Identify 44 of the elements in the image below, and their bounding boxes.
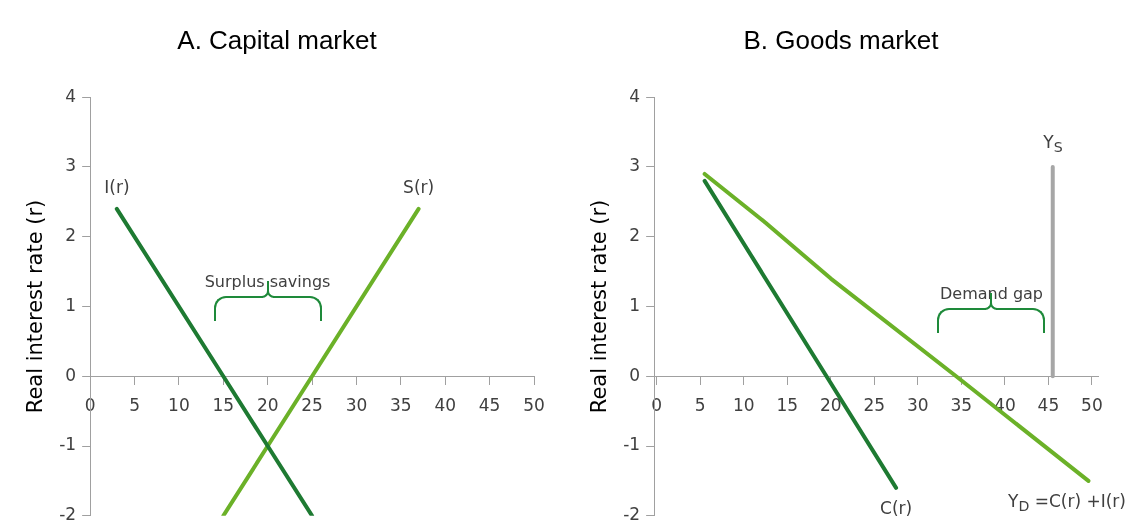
series-label: Y$_{D}$ =C(r) +I(r)	[1008, 490, 1126, 515]
y-tick-label: 1	[629, 294, 641, 315]
series-label: Y$_{S}$	[1043, 131, 1063, 156]
x-tick-label: 15	[776, 394, 799, 415]
y-axis-title: Real interest rate (r)	[23, 199, 48, 414]
chart-title: A. Capital market	[177, 24, 378, 55]
x-tick-label: 50	[1081, 394, 1103, 415]
x-tick-label: 30	[907, 394, 929, 415]
x-tick-label: 20	[820, 394, 842, 415]
y-tick-label: -2	[623, 504, 641, 525]
x-tick-label: 25	[301, 394, 323, 415]
x-tick-label: 40	[434, 394, 457, 415]
y-tick-label: 4	[65, 85, 77, 106]
y-tick-label: 3	[65, 155, 77, 176]
series-label: C(r)	[880, 497, 913, 518]
series-label: I(r)	[104, 176, 130, 197]
x-tick-label: 25	[863, 394, 886, 415]
x-tick-label: 15	[212, 394, 235, 415]
x-tick-label: 35	[950, 394, 973, 415]
y-tick-label: 2	[629, 225, 641, 246]
x-tick-label: 45	[478, 394, 501, 415]
y-tick-label: -1	[59, 434, 77, 455]
chart-title: B. Goods market	[743, 24, 940, 55]
x-tick-label: 10	[168, 394, 190, 415]
y-tick-label: 0	[629, 364, 641, 385]
x-tick-label: 35	[390, 394, 412, 415]
x-tick-label: 5	[694, 394, 706, 415]
y-tick-label: 0	[65, 364, 77, 385]
y-tick-label: -2	[59, 504, 77, 525]
annotation: Demand gap	[939, 284, 1044, 304]
x-tick-label: 20	[256, 394, 279, 415]
y-tick-label: 1	[65, 294, 77, 315]
x-tick-label: 30	[345, 394, 368, 415]
y-tick-label: 3	[629, 155, 641, 176]
y-axis-title: Real interest rate (r)	[587, 199, 612, 414]
y-tick-label: 4	[629, 85, 641, 106]
annotation: Surplus savings	[204, 271, 331, 291]
series-label: S(r)	[403, 176, 435, 197]
x-tick-label: 45	[1037, 394, 1060, 415]
x-tick-label: 50	[523, 394, 545, 415]
y-tick-label: 2	[65, 225, 77, 246]
x-tick-label: 10	[732, 394, 755, 415]
y-tick-label: -1	[623, 434, 641, 455]
x-tick-label: 5	[129, 394, 140, 415]
